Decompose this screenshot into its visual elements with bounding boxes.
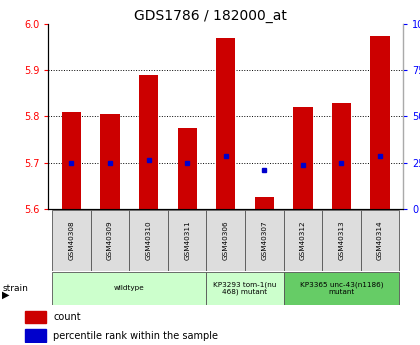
- Text: GSM40309: GSM40309: [107, 221, 113, 260]
- Bar: [52, 272, 207, 305]
- Text: GSM40311: GSM40311: [184, 221, 190, 260]
- Bar: [284, 272, 399, 305]
- Text: GSM40306: GSM40306: [223, 221, 229, 260]
- Bar: [100, 114, 120, 209]
- Bar: [139, 75, 158, 209]
- Text: KP3365 unc-43(n1186)
mutant: KP3365 unc-43(n1186) mutant: [300, 282, 383, 295]
- Bar: [245, 210, 284, 271]
- Bar: [52, 210, 91, 271]
- Bar: [25, 329, 46, 342]
- Text: percentile rank within the sample: percentile rank within the sample: [53, 331, 218, 341]
- Bar: [370, 36, 390, 209]
- Text: KP3293 tom-1(nu
468) mutant: KP3293 tom-1(nu 468) mutant: [213, 282, 277, 295]
- Text: strain: strain: [2, 284, 28, 293]
- Bar: [129, 210, 168, 271]
- Bar: [332, 102, 351, 209]
- Bar: [25, 311, 46, 323]
- Bar: [284, 210, 322, 271]
- Bar: [168, 210, 207, 271]
- Text: count: count: [53, 313, 81, 322]
- Bar: [216, 38, 235, 209]
- Text: GSM40308: GSM40308: [68, 221, 74, 260]
- Bar: [255, 197, 274, 209]
- Bar: [361, 210, 399, 271]
- Bar: [178, 128, 197, 209]
- Text: GDS1786 / 182000_at: GDS1786 / 182000_at: [134, 9, 286, 23]
- Text: ▶: ▶: [2, 290, 10, 300]
- Bar: [293, 107, 312, 209]
- Bar: [91, 210, 129, 271]
- Bar: [207, 210, 245, 271]
- Text: wildtype: wildtype: [114, 285, 144, 292]
- Text: GSM40307: GSM40307: [261, 221, 267, 260]
- Bar: [322, 210, 361, 271]
- Bar: [207, 272, 284, 305]
- Text: GSM40314: GSM40314: [377, 221, 383, 260]
- Text: GSM40312: GSM40312: [300, 221, 306, 260]
- Text: GSM40313: GSM40313: [339, 221, 344, 260]
- Text: GSM40310: GSM40310: [146, 221, 152, 260]
- Bar: [62, 112, 81, 209]
